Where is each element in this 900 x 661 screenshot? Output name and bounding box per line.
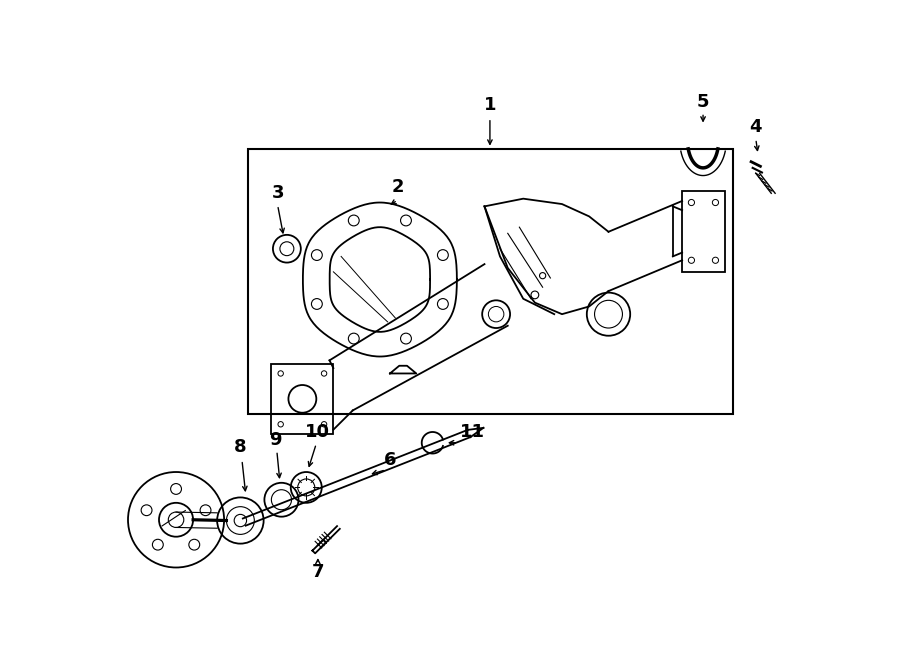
- Text: 4: 4: [750, 118, 762, 136]
- Text: 7: 7: [311, 563, 324, 581]
- Bar: [272, 364, 333, 434]
- Text: 5: 5: [697, 93, 709, 112]
- Text: 2: 2: [392, 178, 404, 196]
- Text: 6: 6: [383, 451, 396, 469]
- Text: 11: 11: [460, 423, 485, 441]
- Text: 9: 9: [269, 431, 282, 449]
- Bar: [682, 191, 725, 272]
- Text: 10: 10: [305, 423, 330, 441]
- Text: 8: 8: [234, 438, 247, 456]
- Text: 3: 3: [271, 184, 284, 202]
- Text: 1: 1: [483, 96, 496, 114]
- Bar: [248, 149, 733, 414]
